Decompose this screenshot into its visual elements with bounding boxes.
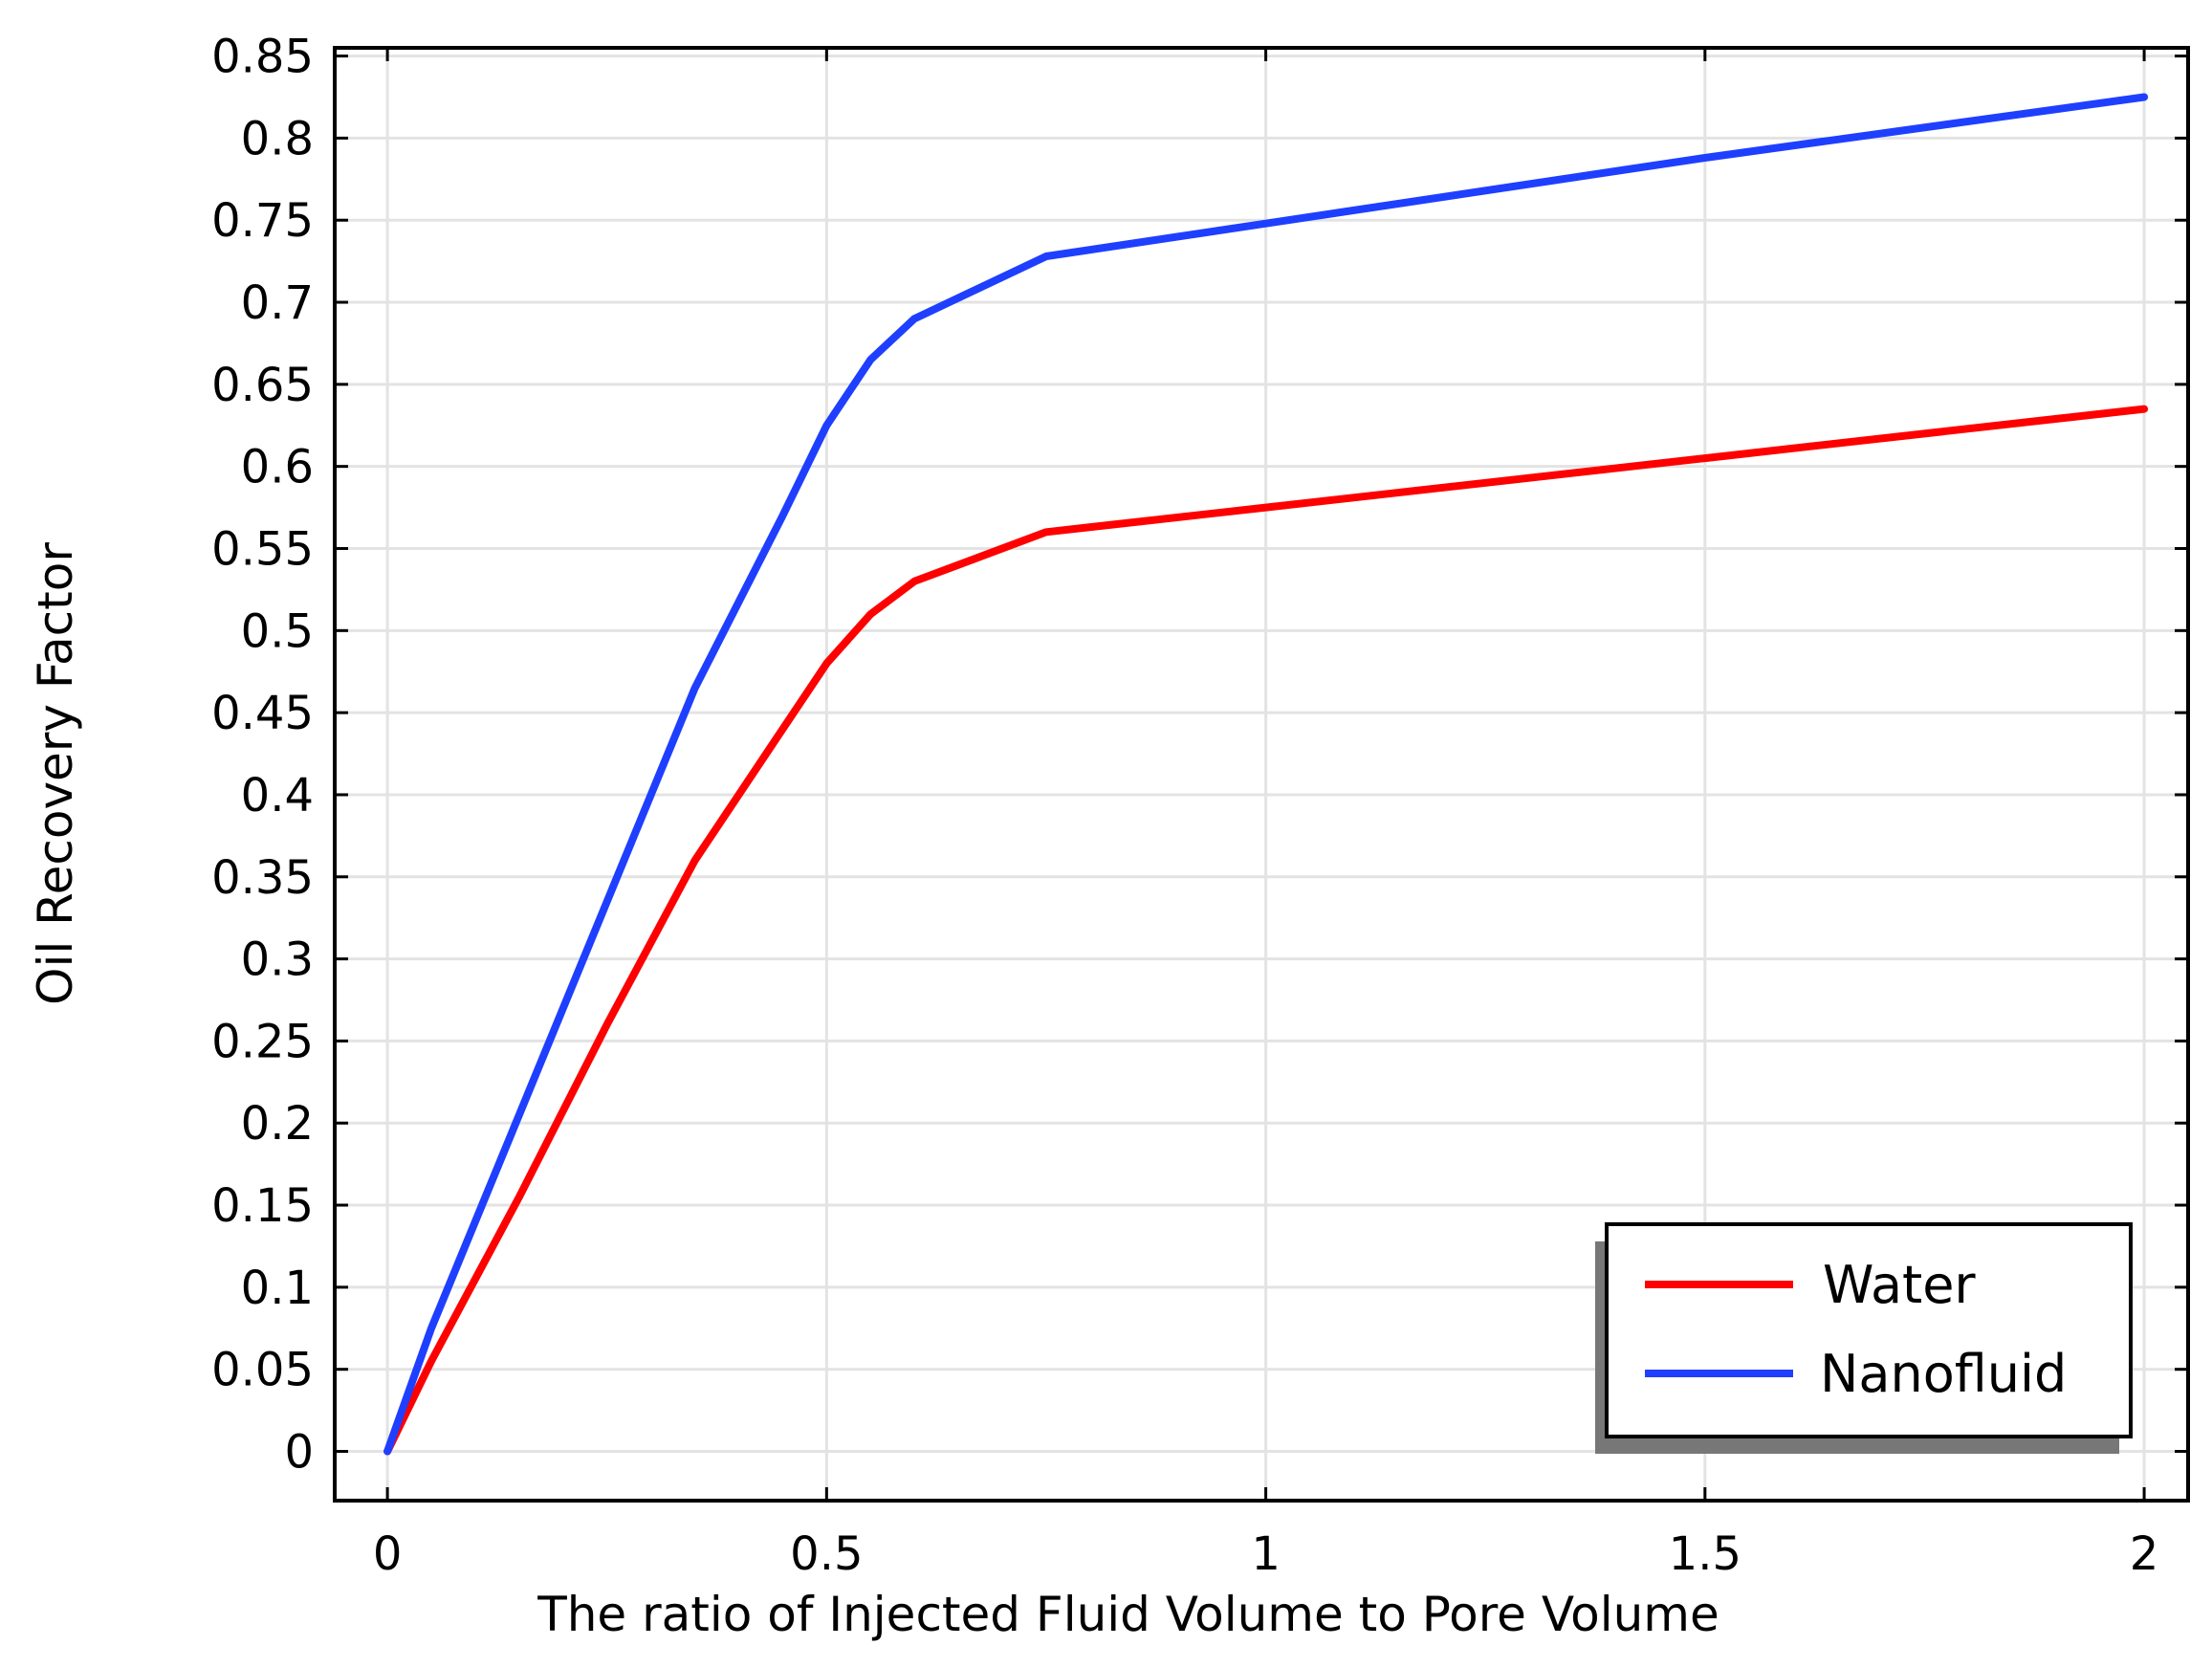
y-tick-label: 0.45 bbox=[211, 687, 314, 740]
y-tick-label: 0.2 bbox=[241, 1097, 314, 1151]
y-tick-label: 0.05 bbox=[211, 1344, 314, 1397]
series-line-water bbox=[383, 405, 2149, 1456]
x-tick-label: 2 bbox=[2130, 1527, 2159, 1581]
y-tick-label: 0.85 bbox=[211, 31, 314, 84]
y-tick-label: 0.3 bbox=[241, 933, 314, 987]
x-tick-labels: 0 0.5 1 1.5 2 bbox=[373, 1527, 2159, 1581]
y-tick-label: 0.25 bbox=[211, 1015, 314, 1068]
y-tick-label: 0.7 bbox=[241, 276, 314, 330]
y-tick-label: 0.8 bbox=[241, 112, 314, 165]
y-tick-label: 0.15 bbox=[211, 1179, 314, 1233]
y-tick-label: 0.65 bbox=[211, 359, 314, 412]
y-tick-label: 0.35 bbox=[211, 851, 314, 905]
legend-label-nanofluid: Nanofluid bbox=[1820, 1344, 2067, 1404]
y-tick-label: 0.6 bbox=[241, 441, 314, 494]
y-axis-label: Oil Recovery Factor bbox=[28, 542, 83, 1005]
legend: Water Nanofluid bbox=[1595, 1222, 2133, 1454]
y-tick-label: 0.4 bbox=[241, 769, 314, 823]
series-line-nanofluid bbox=[383, 93, 2149, 1456]
legend-label-water: Water bbox=[1823, 1255, 1976, 1315]
y-tick-label: 0 bbox=[284, 1426, 314, 1480]
x-tick-label: 1 bbox=[1251, 1527, 1281, 1581]
x-tick-label: 0.5 bbox=[790, 1527, 863, 1581]
y-tick-labels: 0 0.05 0.1 0.15 0.2 0.25 0.3 0.35 0.4 0.45 0.5 0.55… bbox=[211, 31, 314, 1480]
axis-ticks bbox=[335, 48, 2188, 1501]
y-tick-label: 0.1 bbox=[241, 1262, 314, 1315]
x-tick-label: 1.5 bbox=[1669, 1527, 1741, 1581]
x-axis-label: The ratio of Injected Fluid Volume to Po… bbox=[537, 1587, 1719, 1642]
plot-frame bbox=[333, 46, 2190, 1503]
x-tick-label: 0 bbox=[373, 1527, 403, 1581]
series-lines bbox=[383, 93, 2149, 1456]
y-tick-label: 0.5 bbox=[241, 604, 314, 658]
legend-box bbox=[1605, 1222, 2133, 1438]
y-tick-label: 0.75 bbox=[211, 194, 314, 248]
y-tick-label: 0.55 bbox=[211, 522, 314, 576]
